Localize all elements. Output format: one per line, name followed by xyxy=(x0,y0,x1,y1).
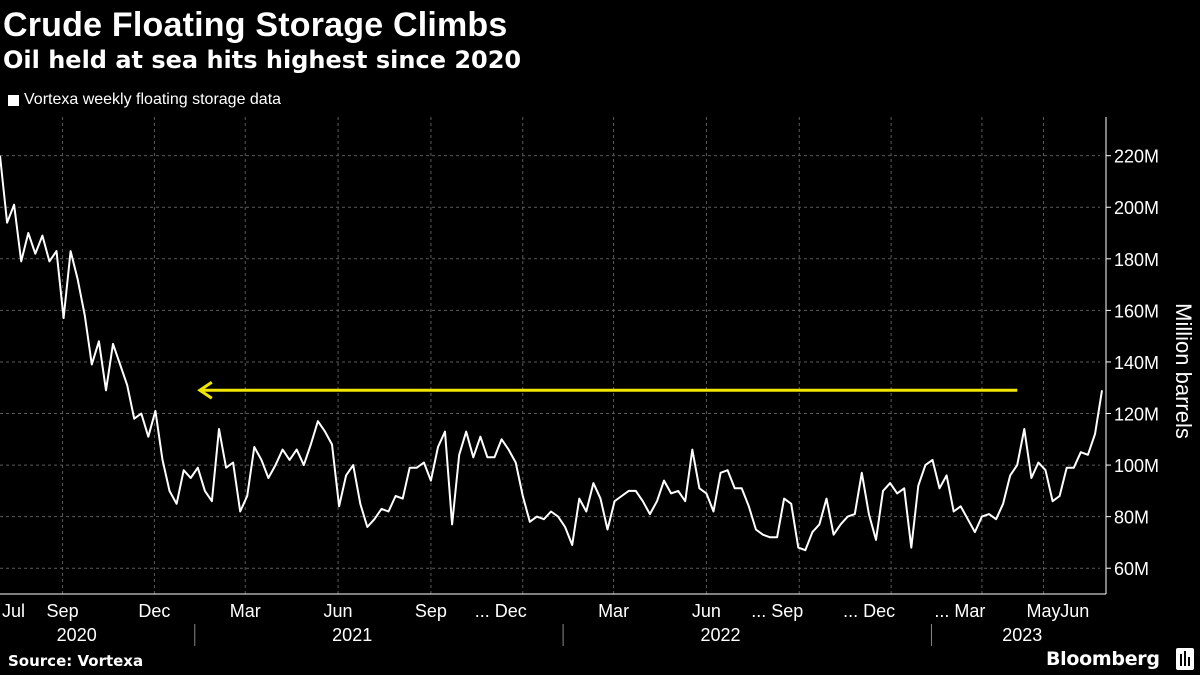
bloomberg-terminal-icon xyxy=(1176,648,1194,670)
series-layer xyxy=(0,155,1103,552)
y-tick-label: 220M xyxy=(1114,147,1159,167)
legend: Vortexa weekly floating storage data xyxy=(8,91,281,109)
x-tick-label: May xyxy=(1026,601,1060,621)
y-tick-label: 140M xyxy=(1114,353,1159,373)
x-tick-label: Jun xyxy=(1060,601,1089,621)
x-tick-label: Dec xyxy=(138,601,170,621)
brand-logo: Bloomberg xyxy=(1046,648,1160,670)
source-note: Source: Vortexa xyxy=(8,652,144,670)
x-tick-label: Jul xyxy=(2,601,25,621)
series-line xyxy=(0,155,1103,552)
year-label: 2020 xyxy=(57,625,97,645)
x-tick-label: ... Dec xyxy=(475,601,527,621)
y-axis-label: Million barrels xyxy=(1171,303,1196,439)
legend-swatch xyxy=(8,94,19,106)
y-tick-label: 120M xyxy=(1114,405,1159,425)
chart-subtitle: Oil held at sea hits highest since 2020 xyxy=(3,46,522,74)
year-label: 2021 xyxy=(332,625,372,645)
x-tick-label: Mar xyxy=(230,601,261,621)
y-tick-label: 100M xyxy=(1114,456,1159,476)
legend-label: Vortexa weekly floating storage data xyxy=(24,91,282,108)
x-tick-label: Jun xyxy=(692,601,721,621)
y-tick-label: 180M xyxy=(1114,250,1159,270)
x-tick-label: Sep xyxy=(47,601,79,621)
x-tick-label: Mar xyxy=(598,601,629,621)
annotation-layer xyxy=(197,381,1018,400)
y-tick-label: 160M xyxy=(1114,301,1159,321)
x-tick-label: Jun xyxy=(324,601,353,621)
x-tick-label: ... Dec xyxy=(843,601,895,621)
year-label: 2023 xyxy=(1002,625,1042,645)
x-tick-label: ... Mar xyxy=(934,601,985,621)
x-tick-label: ... Sep xyxy=(751,601,803,621)
x-tick-label: Sep xyxy=(415,601,447,621)
year-label: 2022 xyxy=(701,625,741,645)
axes: 220M 200M 180M 160M 140M 120M 100M 80M 60M Jul Sep… xyxy=(0,117,1159,646)
chart-title: Crude Floating Storage Climbs xyxy=(3,6,508,44)
y-tick-label: 80M xyxy=(1114,508,1149,528)
annotation-arrowhead xyxy=(197,381,213,400)
gridlines xyxy=(0,117,1100,594)
y-tick-label: 200M xyxy=(1114,198,1159,218)
y-tick-label: 60M xyxy=(1114,559,1149,579)
